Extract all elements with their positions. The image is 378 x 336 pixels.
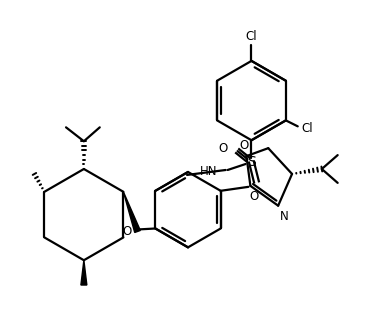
Text: S: S bbox=[247, 155, 256, 169]
Polygon shape bbox=[123, 192, 140, 233]
Text: HN: HN bbox=[200, 165, 218, 178]
Text: N: N bbox=[280, 210, 289, 223]
Text: O: O bbox=[122, 225, 132, 238]
Polygon shape bbox=[81, 260, 87, 285]
Text: O: O bbox=[240, 139, 249, 152]
Text: Cl: Cl bbox=[302, 122, 313, 135]
Text: O: O bbox=[218, 142, 228, 155]
Text: Cl: Cl bbox=[246, 30, 257, 43]
Text: O: O bbox=[250, 190, 259, 203]
